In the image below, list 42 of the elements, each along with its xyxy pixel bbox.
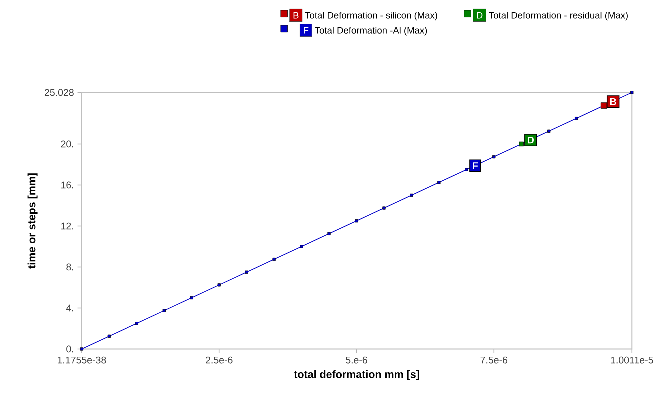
point — [410, 194, 414, 198]
point — [300, 245, 304, 248]
point — [108, 334, 111, 338]
y-tick-label: 20. — [61, 140, 74, 148]
point — [218, 284, 221, 287]
y-tick-label: 8. — [66, 264, 74, 271]
legend-label: Total Deformation - silicon (Max) — [305, 12, 438, 21]
y-axis-title: time or steps [mm] — [28, 174, 38, 269]
point — [190, 296, 194, 300]
point — [245, 270, 248, 274]
x-axis-title: total deformation mm [s] — [294, 370, 420, 380]
point — [492, 156, 496, 159]
point — [135, 322, 138, 326]
x-tick-label: 1.1755e-38 — [58, 356, 106, 364]
y-tick-label: 0. — [66, 346, 74, 353]
y-tick-label: 12. — [62, 222, 74, 230]
point — [162, 309, 166, 312]
point — [548, 130, 551, 134]
point — [328, 232, 331, 236]
y-tick-label: 16. — [62, 182, 74, 189]
point — [575, 117, 578, 120]
x-tick-label: 7.5e-6 — [480, 356, 508, 364]
y-tick-label: 25.028 — [44, 89, 74, 96]
text: F — [304, 27, 309, 34]
x-tick-label: 5.e-6 — [346, 356, 368, 364]
annotation: B — [610, 98, 616, 106]
legend-label: Total Deformation -Al (Max) — [315, 27, 428, 36]
text: D — [477, 12, 483, 19]
point — [355, 220, 358, 223]
point — [272, 258, 276, 262]
x-tick-label: 2.5e-6 — [206, 356, 233, 364]
annotation: F — [473, 162, 478, 170]
point — [80, 348, 84, 351]
point — [630, 91, 634, 94]
y-tick-label: 4. — [66, 304, 74, 312]
point — [382, 206, 386, 210]
text: B — [294, 12, 299, 19]
annotation: D — [528, 137, 534, 144]
point — [438, 181, 441, 184]
legend-label: Total Deformation - residual (Max) — [489, 12, 628, 21]
x-tick-label: 1.0011e-5 — [611, 356, 654, 364]
point — [465, 168, 468, 172]
